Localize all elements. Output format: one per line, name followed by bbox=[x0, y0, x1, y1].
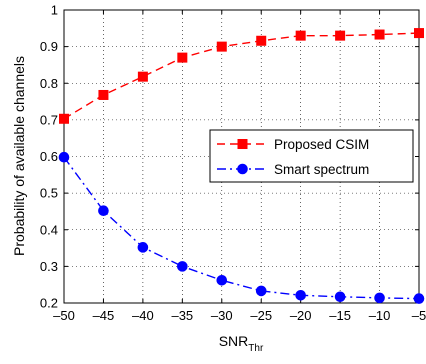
x-tick-label: –5 bbox=[412, 308, 426, 323]
x-tick-label: –15 bbox=[329, 308, 351, 323]
data-point bbox=[374, 292, 385, 304]
y-tick-label: 0.8 bbox=[40, 76, 58, 91]
data-point bbox=[334, 291, 346, 303]
series-layer bbox=[58, 28, 425, 304]
data-point bbox=[98, 89, 109, 100]
x-tick-label: –30 bbox=[211, 308, 233, 323]
x-tick-label: –50 bbox=[53, 308, 75, 323]
series-smart-spectrum bbox=[58, 151, 425, 304]
data-point bbox=[335, 30, 346, 41]
series-line bbox=[63, 156, 420, 300]
y-tick-label: 0.6 bbox=[40, 149, 58, 164]
legend-marker bbox=[237, 139, 248, 149]
data-point bbox=[295, 30, 306, 41]
y-tick-label: 0.5 bbox=[40, 186, 58, 201]
data-point bbox=[137, 242, 149, 253]
data-point bbox=[413, 293, 425, 304]
y-tick-label: 0.7 bbox=[40, 112, 58, 127]
grid-lines bbox=[64, 10, 419, 303]
y-tick-label: 0.2 bbox=[40, 296, 58, 311]
x-tick-label: –40 bbox=[132, 308, 154, 323]
series-line bbox=[63, 32, 420, 120]
y-tick-label: 1 bbox=[51, 3, 58, 18]
legend-item: Smart spectrum bbox=[217, 162, 369, 177]
data-point bbox=[295, 290, 306, 301]
legend: Proposed CSIM Smart spectrum bbox=[209, 129, 414, 183]
axis-ticks: –50 –45 –40 –35 –30 –25 –20 –15 –10 –5 0.2 0.3 0.4 0.… bbox=[40, 3, 426, 324]
data-point bbox=[216, 274, 228, 286]
y-tick-label: 0.9 bbox=[40, 39, 58, 54]
legend-item: Proposed CSIM bbox=[217, 137, 369, 152]
legend-label: Proposed CSIM bbox=[274, 137, 369, 152]
legend-marker bbox=[237, 163, 248, 175]
x-tick-label: –45 bbox=[93, 308, 115, 323]
x-tick-label: –20 bbox=[290, 308, 312, 323]
data-point bbox=[256, 35, 267, 46]
data-point bbox=[59, 113, 69, 124]
data-point bbox=[58, 151, 70, 163]
x-tick-label: –35 bbox=[171, 308, 193, 323]
x-axis-label: SNRThr bbox=[219, 333, 264, 354]
data-point bbox=[137, 71, 148, 82]
data-point bbox=[177, 52, 188, 63]
data-point bbox=[98, 205, 109, 217]
data-point bbox=[414, 28, 424, 39]
data-point bbox=[255, 285, 267, 297]
legend-label: Smart spectrum bbox=[274, 162, 369, 177]
y-axis-label: Probability of available channels bbox=[11, 56, 27, 256]
x-tick-label: –25 bbox=[250, 308, 272, 323]
y-tick-label: 0.4 bbox=[40, 222, 58, 237]
series-proposed-csim bbox=[59, 28, 424, 124]
data-point bbox=[177, 261, 188, 272]
data-point bbox=[216, 41, 227, 52]
y-tick-label: 0.3 bbox=[40, 259, 58, 274]
x-tick-label: –10 bbox=[369, 308, 391, 323]
data-point bbox=[374, 29, 385, 40]
